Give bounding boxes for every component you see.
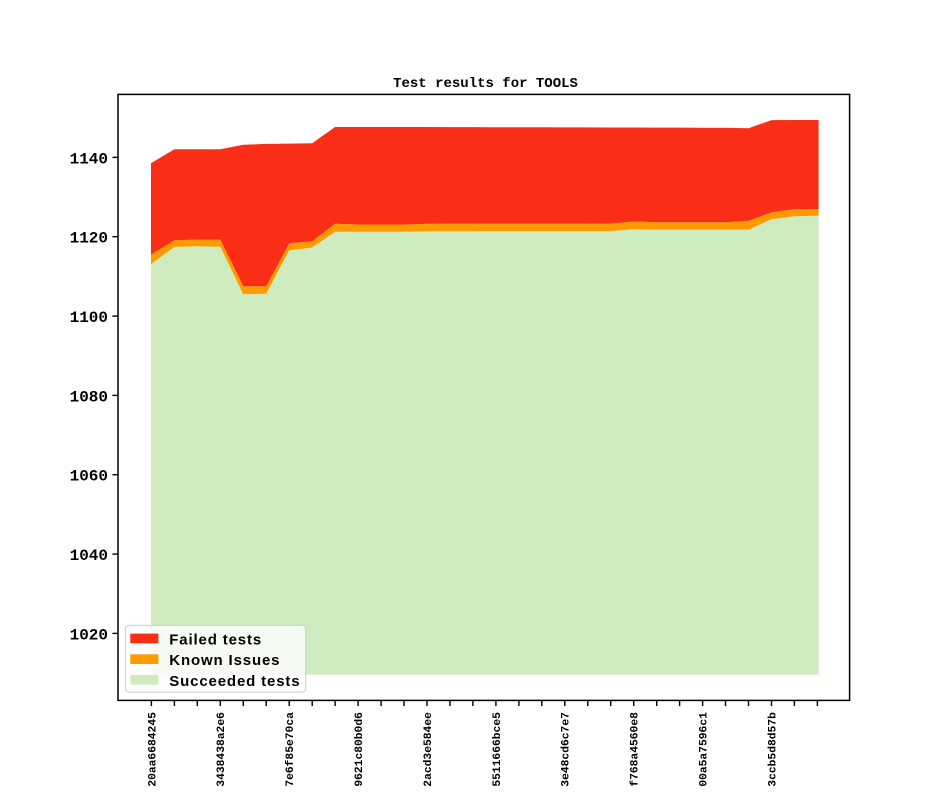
svg-text:Succeeded tests: Succeeded tests bbox=[169, 673, 300, 690]
svg-text:1120: 1120 bbox=[70, 230, 108, 248]
svg-text:1100: 1100 bbox=[70, 309, 108, 327]
svg-text:2acd3e584ee: 2acd3e584ee bbox=[423, 712, 435, 787]
svg-text:1040: 1040 bbox=[70, 547, 108, 565]
svg-text:-3e48cd6c7e7: -3e48cd6c7e7 bbox=[561, 712, 573, 787]
svg-text:-f768a4560e8: -f768a4560e8 bbox=[630, 712, 642, 787]
svg-text:9621c80b0d6: 9621c80b0d6 bbox=[354, 712, 366, 787]
svg-text:Test results for TOOLS: Test results for TOOLS bbox=[393, 76, 578, 92]
svg-text:1080: 1080 bbox=[70, 388, 108, 406]
svg-text:3ccb5d8d57b: 3ccb5d8d57b bbox=[767, 712, 779, 787]
svg-text:1140: 1140 bbox=[70, 150, 108, 168]
svg-text:1020: 1020 bbox=[70, 626, 108, 644]
svg-text:Known Issues: Known Issues bbox=[169, 652, 280, 669]
svg-text:5511666bce5: 5511666bce5 bbox=[492, 712, 504, 787]
svg-text:Failed tests: Failed tests bbox=[169, 631, 262, 648]
svg-text:-7e6f85e70ca: -7e6f85e70ca bbox=[285, 712, 297, 787]
svg-text:1060: 1060 bbox=[70, 468, 108, 486]
svg-text:20aa6684245: 20aa6684245 bbox=[147, 712, 159, 787]
svg-text:-00a5a7596c1: -00a5a7596c1 bbox=[699, 712, 711, 787]
svg-text:3438438a2e6: 3438438a2e6 bbox=[216, 712, 228, 787]
